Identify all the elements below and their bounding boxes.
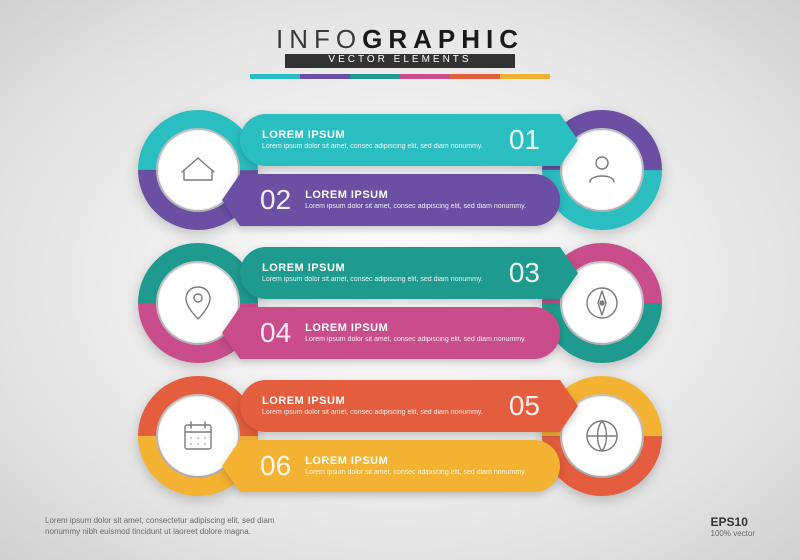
banner-desc: Lorem ipsum dolor sit amet, consec adipi…: [262, 276, 495, 284]
stripe-segment: [350, 74, 400, 79]
stripe-segment: [400, 74, 450, 79]
stripe-segment: [300, 74, 350, 79]
eps-sub: 100% vector: [711, 529, 755, 538]
banner-title: LOREM IPSUM: [305, 189, 538, 201]
step-banner: LOREM IPSUM Lorem ipsum dolor sit amet, …: [240, 440, 560, 492]
banner-desc: Lorem ipsum dolor sit amet, consec adipi…: [305, 469, 538, 477]
step-banner: LOREM IPSUM Lorem ipsum dolor sit amet, …: [240, 174, 560, 226]
banner-number: 03: [503, 257, 546, 289]
banner-title: LOREM IPSUM: [305, 322, 538, 334]
banner-number: 02: [254, 184, 297, 216]
banner-desc: Lorem ipsum dolor sit amet, consec adipi…: [262, 409, 495, 417]
banner-text: LOREM IPSUM Lorem ipsum dolor sit amet, …: [297, 322, 546, 344]
banner-desc: Lorem ipsum dolor sit amet, consec adipi…: [305, 336, 538, 344]
infographic-stage: INFOGRAPHIC VECTOR ELEMENTS Lorem Ipsum …: [0, 0, 800, 560]
step-row: Lorem Ipsum Lorem ipsum dolor sit amet, …: [150, 108, 650, 233]
banner-number: 05: [503, 390, 546, 422]
color-stripe: [250, 74, 550, 79]
banner-desc: Lorem ipsum dolor sit amet, consec adipi…: [262, 143, 495, 151]
stripe-segment: [500, 74, 550, 79]
page-title: INFOGRAPHIC: [250, 24, 550, 55]
banner-title: Lorem Ipsum: [262, 129, 495, 141]
banner-text: Lorem Ipsum Lorem ipsum dolor sit amet, …: [254, 129, 503, 151]
header: INFOGRAPHIC VECTOR ELEMENTS: [250, 24, 550, 79]
step-row: LOREM IPSUM Lorem ipsum dolor sit amet, …: [150, 374, 650, 499]
stripe-segment: [450, 74, 500, 79]
subtitle: VECTOR ELEMENTS: [285, 54, 515, 65]
ring-arc: [113, 85, 283, 255]
step-banner: LOREM IPSUM Lorem ipsum dolor sit amet, …: [240, 307, 560, 359]
banner-text: LOREM IPSUM Lorem ipsum dolor sit amet, …: [297, 455, 546, 477]
banner-text: LOREM IPSUM Lorem ipsum dolor sit amet, …: [254, 262, 503, 284]
title-thin: INFO: [276, 24, 362, 54]
ring-arc: [517, 85, 687, 255]
footer-desc: Lorem ipsum dolor sit amet, consectetur …: [45, 516, 285, 538]
banner-text: LOREM IPSUM Lorem ipsum dolor sit amet, …: [254, 395, 503, 417]
step-banner: Lorem Ipsum Lorem ipsum dolor sit amet, …: [240, 114, 560, 166]
banner-number: 06: [254, 450, 297, 482]
banner-desc: Lorem ipsum dolor sit amet, consec adipi…: [305, 203, 538, 211]
subtitle-bar: VECTOR ELEMENTS: [285, 54, 515, 68]
step-rows: Lorem Ipsum Lorem ipsum dolor sit amet, …: [150, 108, 650, 507]
footer: Lorem ipsum dolor sit amet, consectetur …: [45, 515, 755, 538]
step-banner: LOREM IPSUM Lorem ipsum dolor sit amet, …: [240, 247, 560, 299]
banner-title: LOREM IPSUM: [262, 262, 495, 274]
eps-badge: EPS10 100% vector: [711, 515, 755, 538]
banner-text: LOREM IPSUM Lorem ipsum dolor sit amet, …: [297, 189, 546, 211]
banner-number: 04: [254, 317, 297, 349]
step-row: LOREM IPSUM Lorem ipsum dolor sit amet, …: [150, 241, 650, 366]
banner-title: LOREM IPSUM: [262, 395, 495, 407]
eps-label: EPS10: [711, 515, 755, 529]
ring-arc: [113, 351, 283, 521]
ring-arc: [113, 218, 283, 388]
banner-title: LOREM IPSUM: [305, 455, 538, 467]
title-bold: GRAPHIC: [362, 24, 524, 54]
banner-number: 01: [503, 124, 546, 156]
ring-arc: [517, 218, 687, 388]
stripe-segment: [250, 74, 300, 79]
step-banner: LOREM IPSUM Lorem ipsum dolor sit amet, …: [240, 380, 560, 432]
ring-arc: [517, 351, 687, 521]
